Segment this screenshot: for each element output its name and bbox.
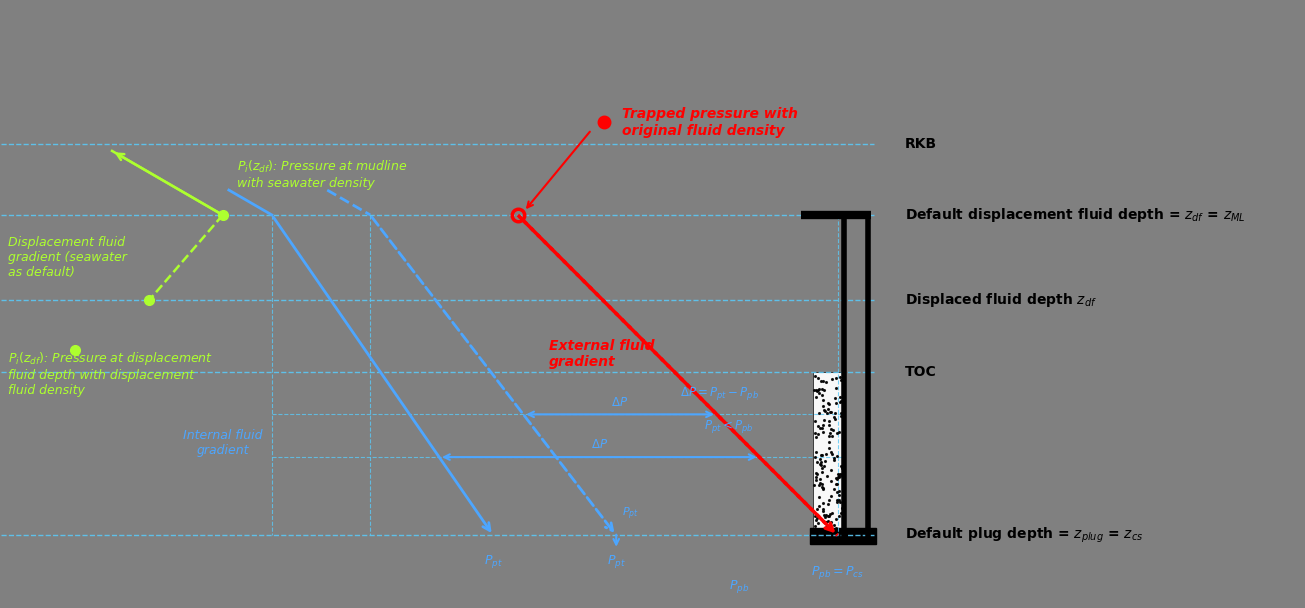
Text: RKB: RKB: [906, 137, 937, 151]
Text: $P_{pt}$: $P_{pt}$: [622, 506, 639, 522]
Text: $P_i(z_{df})$: Pressure at displacement
fluid depth with displacement
fluid dens: $P_i(z_{df})$: Pressure at displacement …: [8, 350, 213, 397]
Text: TOC: TOC: [906, 365, 937, 379]
Text: Trapped pressure with
original fluid density: Trapped pressure with original fluid den…: [622, 108, 799, 137]
Text: $\Delta P = P_{pt} - P_{pb}$: $\Delta P = P_{pt} - P_{pb}$: [680, 384, 760, 401]
Bar: [813, 371, 844, 536]
Text: $P_{pt}$: $P_{pt}$: [607, 553, 625, 570]
Text: Default displacement fluid depth = $z_{df}$ = $z_{ML}$: Default displacement fluid depth = $z_{d…: [906, 206, 1246, 224]
Text: Displaced fluid depth $z_{df}$: Displaced fluid depth $z_{df}$: [906, 291, 1098, 309]
Text: Internal fluid
gradient: Internal fluid gradient: [183, 429, 262, 457]
Text: Default plug depth = $z_{plug}$ = $z_{cs}$: Default plug depth = $z_{plug}$ = $z_{cs…: [906, 526, 1143, 545]
Text: $P_{pt} < P_{pb}$: $P_{pt} < P_{pb}$: [705, 418, 754, 435]
Text: $P_i(z_{df})$: Pressure at mudline
with seawater density: $P_i(z_{df})$: Pressure at mudline with …: [238, 159, 408, 190]
Bar: [810, 528, 876, 544]
Text: Displacement fluid
gradient (seawater
as default): Displacement fluid gradient (seawater as…: [8, 237, 127, 279]
Text: $P_{pb}$: $P_{pb}$: [729, 578, 749, 595]
Text: External fluid
gradient: External fluid gradient: [548, 339, 654, 369]
Text: $\Delta P$: $\Delta P$: [591, 438, 608, 451]
Text: $P_{pb} = P_{cs}$: $P_{pb} = P_{cs}$: [810, 564, 864, 581]
Text: $\Delta P$: $\Delta P$: [612, 396, 629, 409]
Text: $P_{pt}$: $P_{pt}$: [484, 553, 502, 570]
